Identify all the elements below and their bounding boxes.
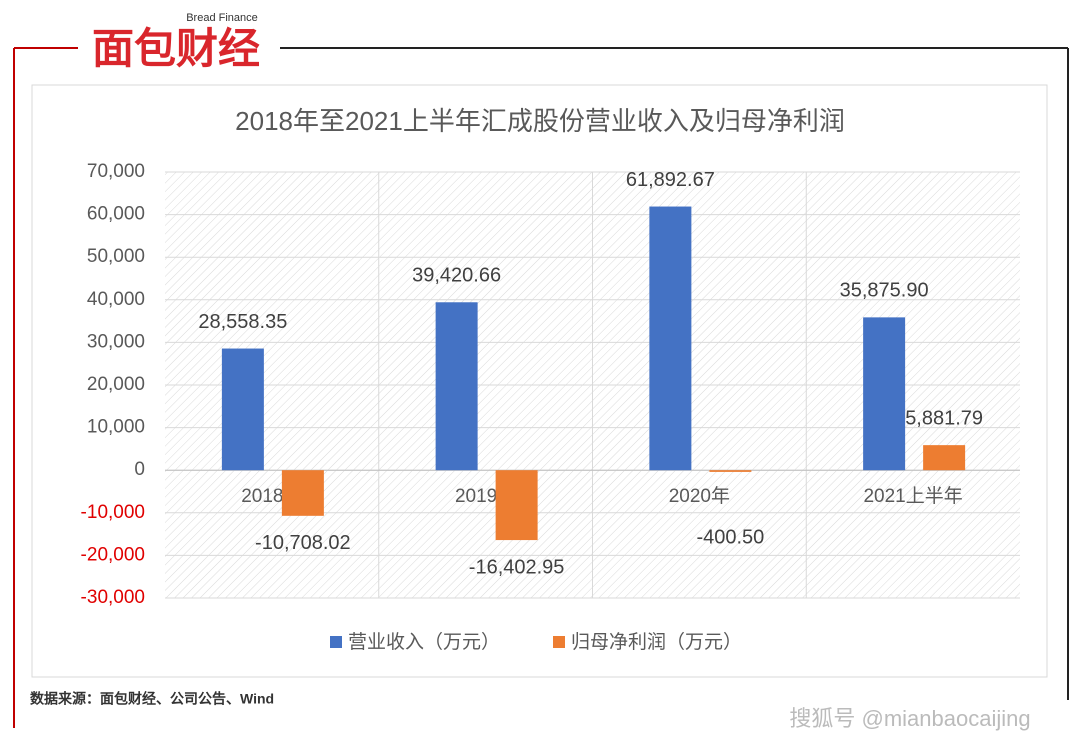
y-tick-label: -30,000 xyxy=(81,587,145,608)
value-label: -400.50 xyxy=(696,526,764,548)
bar xyxy=(435,302,478,471)
bar xyxy=(923,445,966,471)
y-tick-label: 70,000 xyxy=(87,161,145,182)
y-tick-label: 60,000 xyxy=(87,204,145,225)
y-tick-label: -10,000 xyxy=(81,502,145,523)
bar xyxy=(709,470,752,472)
value-label: 5,881.79 xyxy=(905,407,983,429)
logo: 面包财经 xyxy=(92,25,260,72)
logo-subtitle: Bread Finance xyxy=(186,12,258,24)
bar xyxy=(649,206,692,471)
legend-label: 营业收入（万元） xyxy=(348,631,500,653)
watermark: 搜狐号 @mianbaocaijing xyxy=(789,706,1030,731)
x-tick-label: 2021上半年 xyxy=(863,485,962,507)
value-label: 35,875.90 xyxy=(840,280,929,302)
value-label: 28,558.35 xyxy=(198,311,287,333)
legend-swatch xyxy=(553,636,565,648)
y-tick-label: -20,000 xyxy=(81,544,145,565)
y-tick-label: 10,000 xyxy=(87,417,145,438)
source: 数据来源：面包财经、公司公告、Wind xyxy=(30,691,274,707)
chart-title: 2018年至2021上半年汇成股份营业收入及归母净利润 xyxy=(235,106,845,136)
bar xyxy=(281,470,324,516)
bar xyxy=(221,348,264,471)
x-tick-label: 2020年 xyxy=(669,485,730,507)
value-label: 39,420.66 xyxy=(412,265,501,287)
legend-label: 归母净利润（万元） xyxy=(571,631,742,653)
y-tick-label: 30,000 xyxy=(87,331,145,352)
value-label: 61,892.67 xyxy=(626,169,715,191)
y-tick-label: 20,000 xyxy=(87,374,145,395)
y-tick-label: 50,000 xyxy=(87,246,145,267)
value-label: -16,402.95 xyxy=(469,556,565,578)
y-tick-label: 40,000 xyxy=(87,289,145,310)
y-tick-label: 0 xyxy=(134,459,145,480)
bar xyxy=(495,470,538,541)
value-label: -10,708.02 xyxy=(255,532,351,554)
legend-swatch xyxy=(330,636,342,648)
bar xyxy=(863,317,906,471)
